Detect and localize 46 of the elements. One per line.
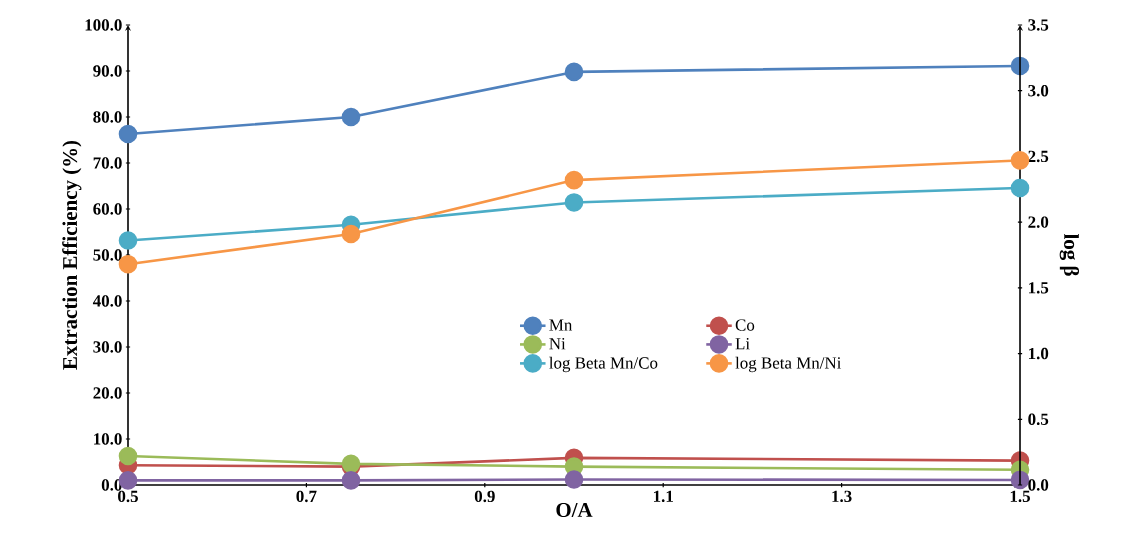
y-tick-label: 90.0 [93,65,122,77]
y-tick-label: 80.0 [93,111,122,123]
point [564,170,584,190]
x-tick-label: 0.7 [296,490,317,503]
point [118,124,138,144]
x-tick-label: 1.1 [653,490,673,503]
point [564,62,584,82]
point [341,107,361,127]
y2-tick-label: 2.0 [1028,216,1049,228]
legend-label: log Beta Mn/Ni [735,356,842,373]
point [1010,470,1030,490]
point [118,446,138,466]
y-tick-label: 60.0 [93,203,122,215]
y2-tick-label: 3.0 [1028,84,1049,97]
legend-label: Li [735,338,750,350]
legend-label: log Beta Mn/Co [549,356,658,373]
y-tick-label: 10.0 [94,433,122,445]
y2-tick-label: 0.5 [1028,413,1049,426]
y2-tick-label: 3.5 [1028,19,1049,31]
point [564,193,584,212]
y-tick-label: 50.0 [93,249,122,261]
point [341,471,361,490]
point [564,470,584,489]
x-tick-label: 1.5 [1010,490,1030,503]
point [1010,151,1030,170]
y-axis-title: Extraction Efficiency (%) [62,140,82,370]
y-tick-label: 30.0 [93,341,122,353]
legend-label: Mn [549,319,573,331]
x-tick-label: 0.9 [474,490,495,503]
y2-axis-title: log β [1059,233,1080,276]
y-tick-label: 100.0 [85,19,122,31]
x-tick-label: 1.3 [832,490,852,503]
legend-label: Ni [549,338,566,350]
y-tick-label: 40.0 [92,295,122,307]
x-axis-title: O/A [556,502,593,518]
point [341,224,361,244]
y2-tick-label: 0.0 [1028,479,1049,491]
point [118,231,138,250]
y-tick-label: 20.0 [93,387,122,399]
y-tick-label: 70.0 [93,157,122,169]
y2-tick-label: 2.5 [1028,150,1049,163]
y2-tick-label: 1.5 [1029,282,1049,294]
y2-tick-label: 1.0 [1029,347,1049,360]
point [1010,178,1030,198]
legend-label: Co [735,319,755,331]
x-tick-label: 0.5 [118,490,138,503]
